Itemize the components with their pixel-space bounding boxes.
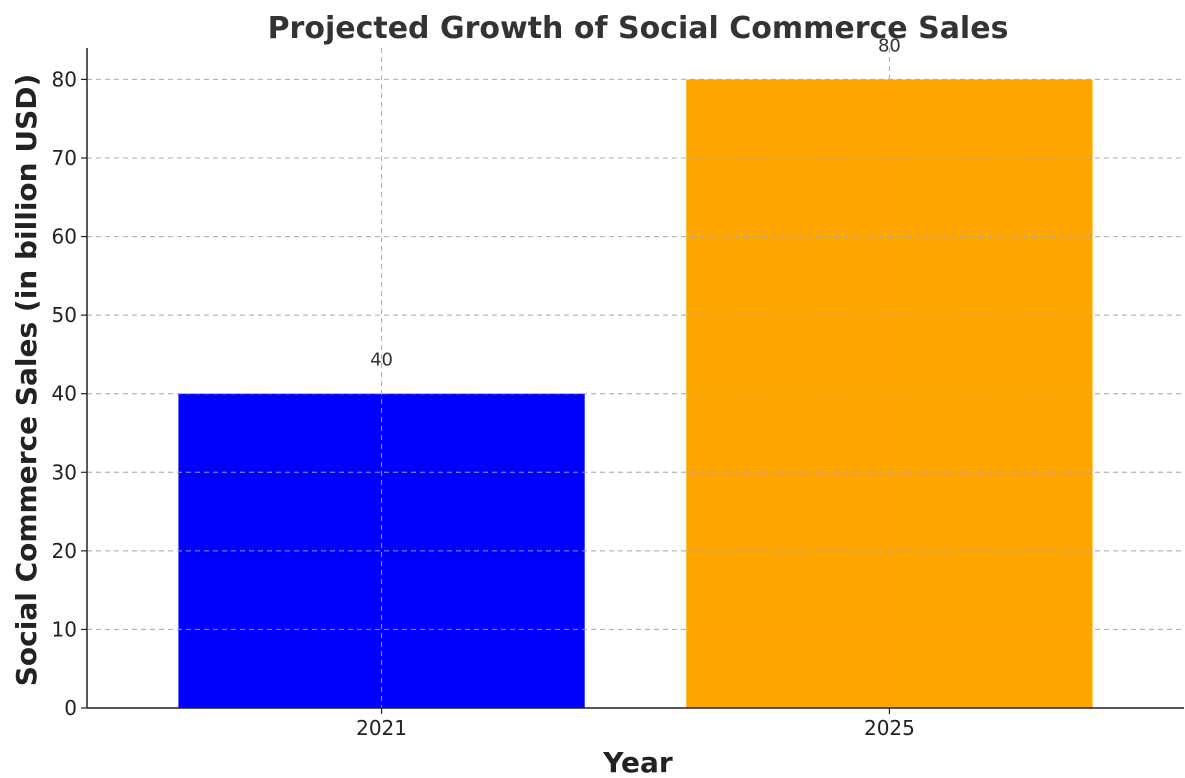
data-label: 80 [878,35,901,56]
y-axis-label: Social Commerce Sales (in billion USD) [10,74,43,687]
y-tick-label: 0 [64,696,77,720]
y-tick-label: 50 [52,303,77,327]
y-tick-label: 70 [52,146,77,170]
x-axis-label: Year [602,746,673,774]
x-tick-label: 2021 [356,716,407,740]
x-tick-label: 2025 [864,716,915,740]
y-tick-label: 20 [52,539,77,563]
y-tick-label: 80 [52,67,77,91]
axes-layer [81,48,1184,714]
y-tick-label: 60 [52,225,77,249]
y-tick-label: 40 [52,382,77,406]
chart-title: Projected Growth of Social Commerce Sale… [268,11,1009,46]
y-tick-label: 30 [52,460,77,484]
y-tick-label: 10 [52,617,77,641]
labels-layer: 0 10 20 30 40 50 60 70 80 2021 2025 40 80 [52,35,915,740]
bars-layer [87,48,1184,709]
data-label: 40 [370,350,393,371]
